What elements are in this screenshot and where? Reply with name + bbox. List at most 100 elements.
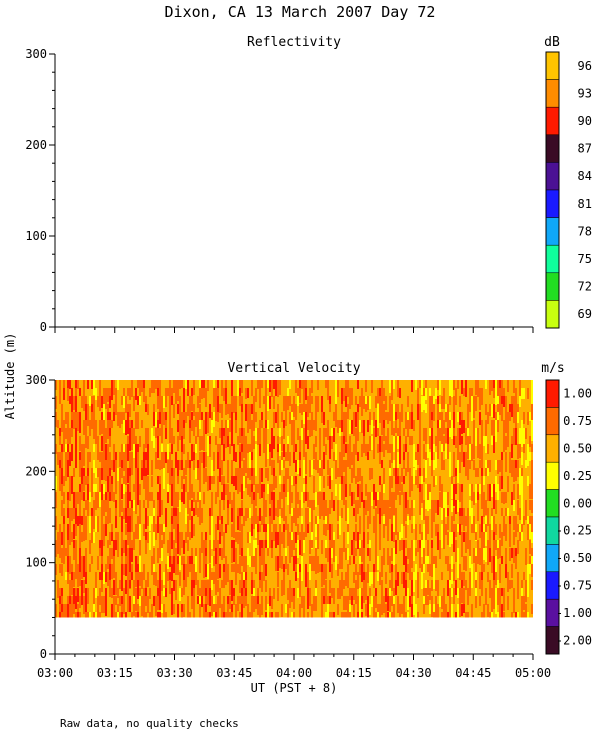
velocity-heatmap-cell [241,412,243,426]
velocity-heatmap-cell [207,380,209,391]
velocity-heatmap-cell [329,444,331,459]
velocity-heatmap-cell [413,596,415,609]
velocity-heatmap-cell [367,532,369,544]
velocity-x-tick-label: 03:30 [156,666,192,680]
velocity-heatmap-cell [99,452,101,462]
velocity-heatmap-cell [223,572,225,588]
velocity-heatmap-cell [445,404,447,417]
velocity-heatmap-cell [305,564,307,573]
velocity-heatmap-cell [189,396,191,412]
velocity-heatmap-cell [391,404,393,412]
velocity-heatmap-cell [255,548,257,564]
velocity-heatmap-cell [91,516,93,532]
velocity-heatmap-cell [235,396,237,411]
velocity-heatmap-cell [187,564,189,577]
velocity-heatmap-cell [339,556,341,569]
velocity-heatmap-cell [347,612,349,618]
velocity-heatmap-cell [415,548,417,556]
velocity-heatmap-cell [281,412,283,422]
velocity-heatmap-cell [515,388,517,400]
velocity-heatmap-cell [401,540,403,550]
velocity-heatmap-cell [475,556,477,566]
velocity-heatmap-cell [369,540,371,551]
velocity-heatmap-cell [347,572,349,584]
velocity-heatmap-cell [127,412,129,425]
velocity-heatmap-cell [465,460,467,476]
velocity-heatmap-cell [87,612,89,618]
velocity-heatmap-cell [233,548,235,562]
velocity-heatmap-cell [515,468,517,481]
velocity-heatmap-cell [361,444,363,457]
velocity-heatmap-cell [67,492,69,507]
velocity-heatmap-cell [57,540,59,554]
velocity-heatmap-cell [389,492,391,507]
velocity-heatmap-cell [519,532,521,541]
velocity-heatmap-cell [91,380,93,389]
velocity-heatmap-cell [475,484,477,494]
velocity-heatmap-cell [241,444,243,459]
velocity-heatmap-cell [411,580,413,592]
velocity-heatmap-cell [137,468,139,484]
velocity-heatmap-cell [231,500,233,510]
velocity-heatmap-cell [133,428,135,445]
velocity-heatmap-cell [515,396,517,409]
velocity-heatmap-cell [403,516,405,526]
velocity-heatmap-cell [403,596,405,611]
velocity-heatmap-cell [143,596,145,606]
velocity-heatmap-cell [459,484,461,492]
velocity-heatmap-cell [119,580,121,589]
velocity-heatmap-cell [219,428,221,438]
velocity-heatmap-cell [505,460,507,472]
velocity-heatmap-cell [481,420,483,435]
velocity-heatmap-cell [93,612,95,618]
velocity-heatmap-cell [437,604,439,618]
velocity-heatmap-cell [483,500,485,517]
velocity-heatmap-cell [123,476,125,487]
velocity-heatmap-cell [97,604,99,618]
velocity-heatmap-cell [487,484,489,501]
velocity-heatmap-cell [59,612,61,618]
velocity-heatmap-cell [379,388,381,397]
velocity-heatmap-cell [241,436,243,448]
velocity-heatmap-cell [321,588,323,600]
velocity-heatmap-cell [427,444,429,458]
velocity-heatmap-cell [487,604,489,617]
velocity-heatmap-cell [305,460,307,474]
velocity-heatmap-cell [61,452,63,468]
velocity-heatmap-cell [153,500,155,509]
velocity-heatmap-cell [299,580,301,597]
velocity-heatmap-cell [457,428,459,445]
velocity-heatmap-cell [121,516,123,532]
velocity-heatmap-cell [171,476,173,484]
velocity-heatmap-cell [237,380,239,396]
velocity-heatmap-cell [387,588,389,601]
velocity-heatmap-cell [347,580,349,588]
velocity-heatmap-cell [169,532,171,542]
velocity-heatmap-cell [443,420,445,434]
velocity-heatmap-cell [325,588,327,604]
velocity-heatmap-cell [201,508,203,523]
velocity-heatmap-cell [177,516,179,526]
velocity-heatmap-cell [315,540,317,550]
velocity-heatmap-cell [475,588,477,597]
velocity-heatmap-cell [293,436,295,452]
velocity-heatmap-cell [115,404,117,415]
velocity-heatmap-cell [375,540,377,557]
velocity-heatmap-cell [179,556,181,570]
velocity-heatmap-cell [209,516,211,525]
velocity-heatmap-cell [333,612,335,618]
velocity-heatmap-cell [407,396,409,407]
velocity-heatmap-cell [75,548,77,559]
velocity-heatmap-cell [373,500,375,509]
velocity-heatmap-cell [511,548,513,558]
velocity-heatmap-cell [493,556,495,572]
velocity-heatmap-cell [209,444,211,457]
velocity-heatmap-cell [251,524,253,536]
velocity-heatmap-cell [171,460,173,473]
velocity-heatmap-cell [445,524,447,535]
velocity-heatmap-cell [451,428,453,439]
velocity-heatmap-cell [67,420,69,435]
velocity-heatmap-cell [437,436,439,446]
